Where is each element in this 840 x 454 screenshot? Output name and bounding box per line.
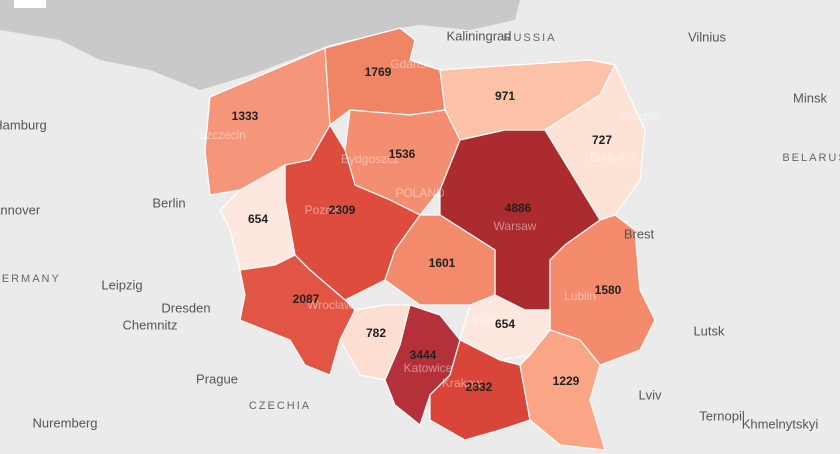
place-label: Poznan (305, 203, 346, 217)
region-value: 971 (495, 89, 515, 103)
place-label: CZECHIA (249, 400, 311, 412)
widget[interactable] (14, 0, 46, 8)
place-label: Bialystok (590, 150, 639, 164)
region-value: 1229 (553, 374, 580, 388)
place-label: Grodno (620, 109, 660, 123)
region (519, 329, 606, 451)
place-label: Warsaw (494, 219, 537, 233)
region-value: 2087 (293, 292, 320, 306)
region-value: 654 (495, 317, 515, 331)
place-label: Dresden (161, 300, 210, 315)
region-value: 2309 (329, 203, 356, 217)
place-label: Wroclaw (307, 298, 353, 312)
place-label: Katowice (404, 361, 453, 375)
region-value: 4886 (505, 201, 532, 215)
place-label: Gdansk (390, 57, 432, 71)
place-label: Leipzig (101, 277, 142, 292)
region-value: 1769 (365, 65, 392, 79)
region (384, 304, 461, 427)
place-label: RUSSIA (504, 32, 557, 44)
place-label: Nuremberg (32, 415, 97, 430)
place-label: Hamburg (0, 117, 47, 132)
place-label: Ternopil (699, 408, 745, 423)
region-value: 1333 (232, 109, 259, 123)
region (429, 339, 531, 441)
region-value: 1601 (429, 256, 456, 270)
region-value: 1536 (389, 147, 416, 161)
region-value: 3444 (410, 348, 437, 362)
place-label: Vilnius (688, 29, 727, 44)
place-label: POLAND (395, 186, 445, 200)
place-label: Minsk (793, 90, 827, 105)
regions (204, 27, 656, 451)
place-label: Kielce (474, 314, 507, 328)
region-value: 782 (366, 326, 386, 340)
place-label: Hannover (0, 202, 41, 217)
place-label: Brest (624, 226, 655, 241)
place-label: Lutsk (693, 323, 725, 338)
place-label: Chemnitz (123, 317, 178, 332)
place-label: Lviv (638, 387, 662, 402)
place-label: Prague (196, 371, 238, 386)
sea (0, 0, 520, 90)
region-value: 2332 (466, 380, 493, 394)
place-label: GERMANY (0, 273, 61, 285)
place-label: Szczecin (198, 128, 246, 142)
place-label: Kaliningrad (446, 28, 511, 43)
place-label: Berlin (152, 195, 185, 210)
place-label: BELARUS (782, 152, 840, 164)
region-value: 1580 (595, 283, 622, 297)
region-value: 654 (248, 212, 268, 226)
place-label: Khmelnytskyi (742, 416, 819, 431)
region-value: 727 (592, 133, 612, 147)
place-label: Bydgoszcz (341, 152, 399, 166)
place-label: Krakow (442, 376, 482, 390)
place-label: Lublin (564, 289, 596, 303)
